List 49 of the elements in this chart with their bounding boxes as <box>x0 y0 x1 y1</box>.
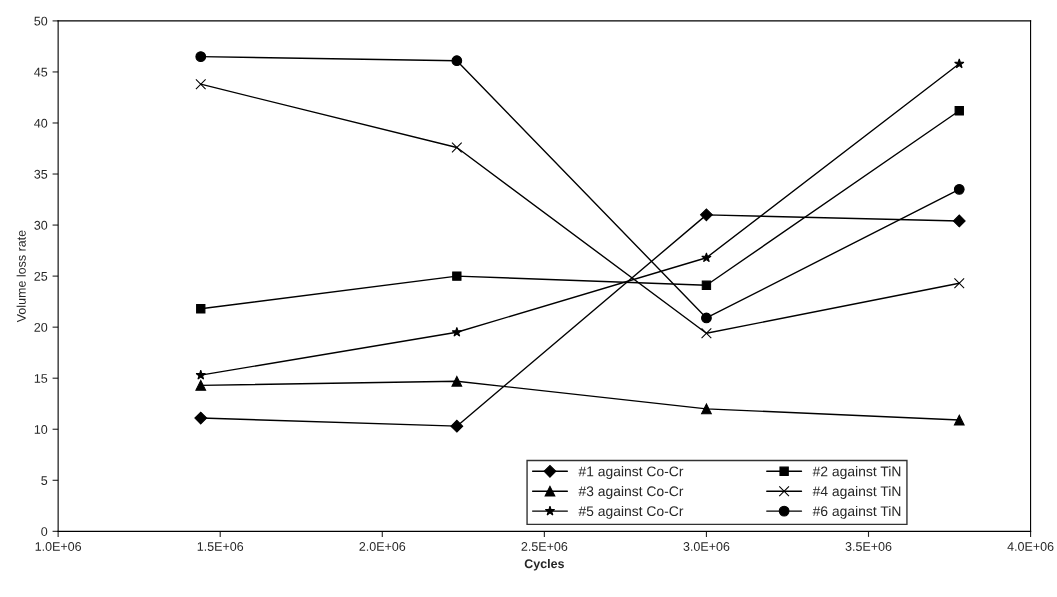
x-tick-label: 1.5E+06 <box>197 542 244 551</box>
point <box>196 304 206 314</box>
point <box>701 327 712 339</box>
point <box>701 403 712 415</box>
point <box>954 58 965 69</box>
x-tick-label: 3.5E+06 <box>845 542 892 551</box>
point <box>451 142 463 153</box>
y-tick-label: 0 <box>41 527 48 536</box>
point <box>451 326 462 337</box>
y-axis-title: Volume loss rate <box>16 230 26 323</box>
y-tick-label: 35 <box>34 169 48 179</box>
point <box>450 419 464 433</box>
y-tick-label: 30 <box>34 220 48 230</box>
point <box>954 106 964 116</box>
point <box>953 183 965 195</box>
point <box>953 277 965 289</box>
x-tick-label: 2.0E+06 <box>359 542 406 551</box>
point <box>195 78 207 90</box>
x-tick-label: 3.0E+06 <box>683 542 730 551</box>
x-tick-label: 2.5E+06 <box>521 542 568 551</box>
point <box>952 214 966 228</box>
point <box>451 375 463 387</box>
point <box>195 369 206 380</box>
y-tick-label: 45 <box>34 67 48 77</box>
point <box>452 271 462 281</box>
x-axis-title: Cycles <box>524 558 564 571</box>
point <box>195 379 207 391</box>
point <box>194 411 208 425</box>
point <box>195 51 207 63</box>
point <box>701 280 712 290</box>
point <box>700 208 713 222</box>
legend-label: #5 against Co-Cr <box>578 505 684 519</box>
legend-label: #3 against Co-Cr <box>578 485 684 499</box>
legend-label: #6 against TiN <box>812 505 901 519</box>
y-tick-label: 15 <box>34 374 48 383</box>
y-tick-label: 10 <box>34 425 48 434</box>
point <box>451 55 463 67</box>
x-tick-label: 1.0E+06 <box>35 542 82 551</box>
point <box>701 312 712 324</box>
x-tick-label: 4.0E+06 <box>1007 542 1054 551</box>
y-tick-label: 40 <box>34 118 48 128</box>
point <box>701 252 712 263</box>
legend-label: #1 against Co-Cr <box>578 466 684 480</box>
legend-label: #4 against TiN <box>812 485 901 499</box>
y-tick-label: 25 <box>34 271 48 281</box>
y-tick-label: 50 <box>34 16 48 26</box>
legend-label: #2 against TiN <box>812 466 901 480</box>
y-tick-label: 20 <box>34 322 48 332</box>
y-tick-label: 5 <box>41 476 48 485</box>
